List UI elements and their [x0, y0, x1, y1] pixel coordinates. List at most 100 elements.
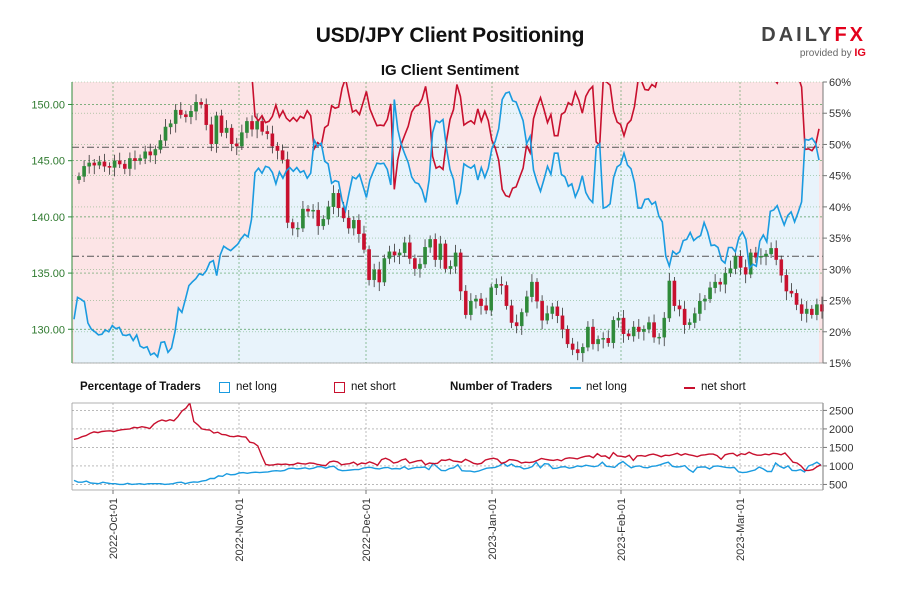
- candle-down: [102, 161, 107, 167]
- count-tick-label: 1000: [829, 461, 853, 473]
- legend-pct-short-swatch: [334, 382, 345, 393]
- candle-down: [107, 166, 112, 168]
- candle-up: [733, 256, 738, 269]
- candle-down: [514, 322, 519, 327]
- candle-up: [525, 296, 529, 313]
- count-tick-label: 2000: [829, 424, 853, 436]
- candle-down: [178, 109, 183, 115]
- price-panel-background: [72, 82, 823, 363]
- brand-daily: DAILY: [761, 24, 835, 46]
- candle-down: [682, 308, 687, 325]
- candle-down: [392, 251, 397, 256]
- candle-up: [723, 272, 728, 285]
- candle-down: [458, 252, 463, 292]
- candle-down: [184, 114, 188, 118]
- candle-down: [407, 242, 412, 259]
- candle-down: [794, 293, 799, 305]
- candle-down: [555, 306, 560, 316]
- candle-down: [341, 207, 346, 219]
- candle-up: [804, 308, 809, 314]
- candle-up: [418, 263, 422, 269]
- price-tick-label: 150.00: [31, 99, 65, 111]
- pct-tick-label: 25%: [829, 296, 851, 308]
- chart-subtitle: IG Client Sentiment: [380, 62, 520, 79]
- candle-down: [774, 248, 778, 260]
- candle-up: [301, 208, 305, 229]
- price-tick-label: 140.00: [31, 212, 65, 224]
- price-tick-label: 130.00: [31, 324, 65, 336]
- candle-up: [728, 268, 733, 274]
- candle-up: [153, 149, 158, 156]
- count-net-long-line: [73, 460, 822, 486]
- candle-down: [718, 281, 723, 285]
- candle-up: [448, 266, 453, 269]
- candle-up: [255, 121, 259, 130]
- pct-net-long-line: [73, 90, 820, 359]
- candle-down: [621, 317, 626, 334]
- legend-num-long: net long: [586, 381, 627, 393]
- candle-up: [82, 166, 86, 177]
- candle-down: [433, 239, 438, 260]
- candle-down: [250, 121, 254, 130]
- candle-up: [581, 347, 585, 354]
- candle-down: [219, 115, 224, 133]
- candle-up: [240, 132, 244, 147]
- legend-num-short: net short: [701, 381, 746, 393]
- candle-up: [321, 218, 326, 227]
- legend-num-short-swatch: [684, 387, 695, 389]
- candle-up: [474, 298, 478, 302]
- candle-up: [550, 306, 555, 314]
- candle-up: [687, 322, 692, 325]
- candle-up: [631, 326, 636, 337]
- provided-by-text: provided by: [799, 48, 852, 59]
- candle-up: [708, 287, 712, 300]
- candle-up: [224, 127, 229, 133]
- candle-down: [591, 326, 595, 345]
- candle-up: [87, 162, 91, 167]
- candle-down: [540, 300, 544, 321]
- candle-down: [117, 160, 122, 165]
- candle-down: [504, 285, 509, 306]
- candle-up: [769, 248, 773, 255]
- candle-up: [158, 140, 163, 150]
- pct-tick-label: 50%: [829, 139, 851, 151]
- candle-up: [397, 252, 402, 256]
- candle-up: [138, 158, 142, 161]
- candle-down: [606, 338, 611, 343]
- candle-down: [92, 162, 97, 166]
- date-tick-label: 2023-Mar-01: [735, 498, 747, 561]
- percentage-lines: [73, 82, 820, 359]
- date-tick-label: 2022-Dec-01: [361, 498, 373, 562]
- legend-num-long-swatch: [570, 387, 581, 389]
- candle-up: [469, 300, 473, 315]
- candle-up: [112, 160, 117, 168]
- provider-ig: IG: [854, 47, 866, 59]
- candle-down: [204, 104, 209, 125]
- pct-tick-label: 45%: [829, 171, 851, 183]
- chart-title: USD/JPY Client Positioning: [315, 24, 585, 47]
- pct-tick-label: 30%: [829, 264, 851, 276]
- date-tick-label: 2022-Nov-01: [234, 498, 246, 562]
- candle-down: [626, 333, 631, 337]
- candle-down: [199, 102, 203, 105]
- candle-up: [352, 220, 356, 229]
- count-panel-axes: 500 1000 1500 2000 2500: [71, 402, 853, 491]
- candle-down: [290, 222, 295, 229]
- candle-up: [245, 121, 249, 133]
- candle-down: [479, 298, 483, 306]
- candle-down: [260, 121, 265, 132]
- candle-up: [489, 287, 494, 311]
- candle-up: [611, 320, 616, 343]
- candle-down: [336, 193, 341, 209]
- candle-up: [77, 176, 81, 180]
- candle-up: [438, 243, 443, 260]
- candle-down: [275, 145, 280, 151]
- candle-down: [209, 124, 214, 145]
- brand-logo: DAILYFX provided by IG: [761, 24, 866, 59]
- candle-up: [296, 227, 300, 230]
- candle-up: [311, 209, 315, 212]
- candle-up: [194, 102, 198, 112]
- candle-up: [601, 338, 605, 340]
- legend-pct-short: net short: [351, 381, 396, 393]
